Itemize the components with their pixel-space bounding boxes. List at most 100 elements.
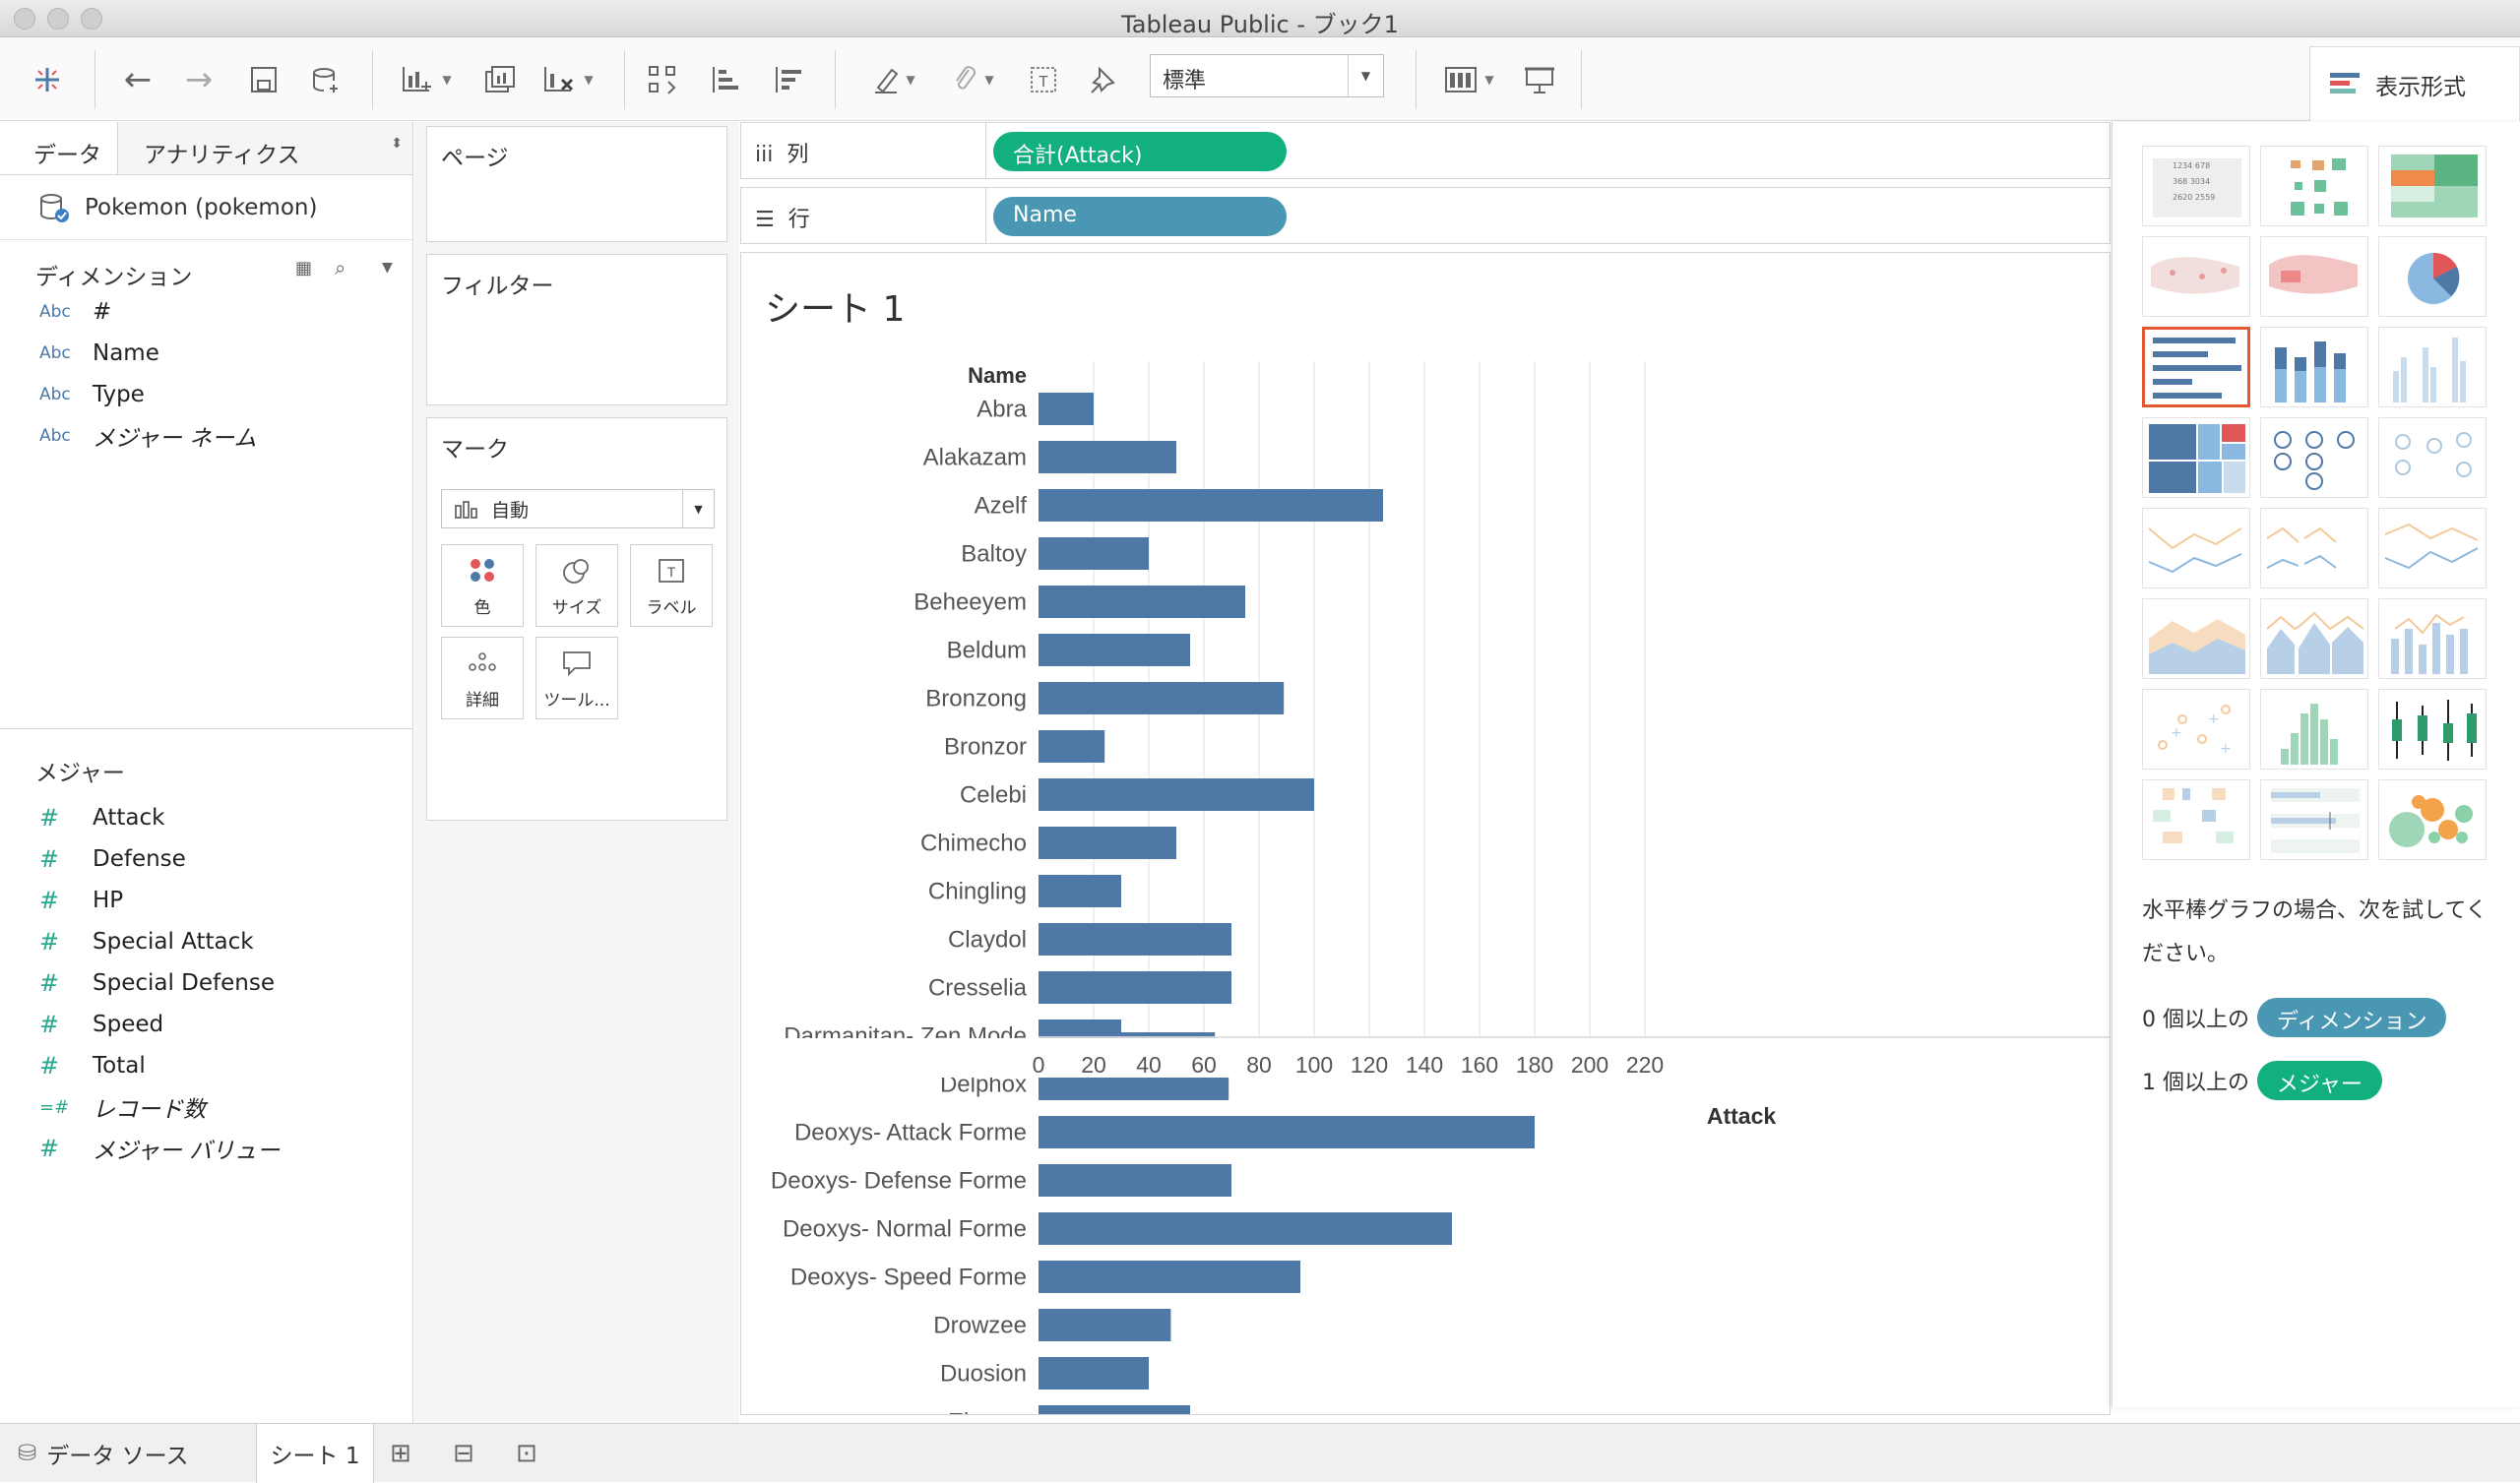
datasource-tab[interactable]: ⛁ データ ソース xyxy=(18,1424,188,1483)
bar[interactable] xyxy=(1039,923,1231,956)
new-worksheet-icon[interactable]: ▼ xyxy=(392,58,461,101)
search-icon[interactable]: ⌕ xyxy=(335,256,346,279)
show-hide-cards-icon[interactable]: ▼ xyxy=(1433,58,1504,101)
scatter-plot-icon[interactable]: + + + xyxy=(2142,689,2250,770)
pin-axes-icon[interactable] xyxy=(1083,58,1122,101)
field-measure[interactable]: # Attack xyxy=(0,797,413,838)
bar[interactable] xyxy=(1039,971,1231,1004)
histogram-icon[interactable] xyxy=(2260,689,2368,770)
bullet-graph-icon[interactable] xyxy=(2260,779,2368,860)
sheet-tab[interactable]: シート 1 xyxy=(256,1424,374,1483)
redo-icon[interactable]: → xyxy=(184,60,214,99)
bar[interactable] xyxy=(1039,1164,1231,1197)
field-measure[interactable]: # メジャー バリュー xyxy=(0,1128,413,1169)
rows-shelf[interactable]: ☰ 行 Name xyxy=(740,187,2110,244)
tab-data[interactable]: データ xyxy=(33,143,101,168)
bar[interactable] xyxy=(1039,875,1121,907)
side-by-side-bars-icon[interactable] xyxy=(2378,327,2487,407)
bar[interactable] xyxy=(1039,1405,1190,1415)
detail-button[interactable]: 詳細 xyxy=(441,637,524,719)
sort-descending-icon[interactable] xyxy=(768,58,811,101)
chevron-down-icon[interactable]: ▼ xyxy=(382,260,393,276)
side-by-side-circles-icon[interactable] xyxy=(2378,417,2487,498)
field-measure[interactable]: # Defense xyxy=(0,838,413,880)
bar[interactable] xyxy=(1039,1261,1300,1293)
pages-card[interactable]: ページ xyxy=(426,126,727,242)
undo-icon[interactable]: ← xyxy=(123,60,153,99)
bar[interactable] xyxy=(1039,1116,1535,1148)
bar[interactable] xyxy=(1039,682,1285,714)
circle-views-icon[interactable] xyxy=(2260,417,2368,498)
attack-measure-pill[interactable]: 合計(Attack) xyxy=(993,132,1287,171)
horizontal-bars-icon[interactable] xyxy=(2142,327,2250,407)
minimize-window-button[interactable] xyxy=(47,8,69,30)
name-dimension-pill[interactable]: Name xyxy=(993,197,1287,236)
sort-ascending-icon[interactable] xyxy=(705,58,748,101)
bar[interactable] xyxy=(1039,730,1105,763)
sheet-title[interactable]: シート 1 xyxy=(765,289,906,330)
bar[interactable] xyxy=(1039,634,1190,666)
swap-rows-columns-icon[interactable] xyxy=(642,58,685,101)
continuous-lines-icon[interactable] xyxy=(2142,508,2250,588)
filters-card[interactable]: フィルター xyxy=(426,254,727,405)
area-discrete-icon[interactable] xyxy=(2260,598,2368,679)
bar[interactable] xyxy=(1039,778,1314,811)
bar[interactable] xyxy=(1039,827,1176,859)
field-dimension[interactable]: Abc Name xyxy=(0,333,412,374)
fit-select[interactable]: 標準 ▼ xyxy=(1150,54,1384,97)
text-table-icon[interactable]: 1234 678 368 3034 2620 2559 xyxy=(2142,146,2250,226)
bar[interactable] xyxy=(1039,1357,1149,1390)
field-dimension[interactable]: Abc Type xyxy=(0,374,412,415)
field-measure[interactable]: # Special Attack xyxy=(0,921,413,962)
treemap-icon[interactable] xyxy=(2142,417,2250,498)
show-me-button[interactable]: 表示形式 xyxy=(2309,46,2520,121)
field-measure[interactable]: =# レコード数 xyxy=(0,1086,413,1128)
highlight-icon[interactable]: ▼ xyxy=(862,58,925,101)
new-dashboard-tab-icon[interactable]: ⊟ xyxy=(453,1439,474,1468)
new-datasource-icon[interactable] xyxy=(305,58,345,101)
tooltip-button[interactable]: ツール... xyxy=(536,637,618,719)
pie-chart-icon[interactable] xyxy=(2378,236,2487,317)
tableau-logo-icon[interactable] xyxy=(28,58,67,101)
dual-lines-icon[interactable] xyxy=(2378,508,2487,588)
new-worksheet-tab-icon[interactable]: ⊞ xyxy=(390,1439,411,1468)
bar[interactable] xyxy=(1039,1309,1171,1341)
box-plot-icon[interactable] xyxy=(2378,689,2487,770)
gantt-chart-icon[interactable] xyxy=(2142,779,2250,860)
view-data-icon[interactable]: ▦ xyxy=(295,258,313,278)
presentation-mode-icon[interactable] xyxy=(1518,58,1561,101)
tab-analytics[interactable]: アナリティクス ⬍ xyxy=(117,122,412,174)
area-continuous-icon[interactable] xyxy=(2142,598,2250,679)
bar[interactable] xyxy=(1039,441,1176,473)
packed-bubbles-icon[interactable] xyxy=(2378,779,2487,860)
color-button[interactable]: 色 xyxy=(441,544,524,627)
label-button[interactable]: T ラベル xyxy=(630,544,713,627)
filled-map-icon[interactable] xyxy=(2260,236,2368,317)
field-dimension[interactable]: Abc メジャー ネーム xyxy=(0,415,412,457)
duplicate-sheet-icon[interactable] xyxy=(478,58,522,101)
save-icon[interactable] xyxy=(244,58,284,101)
highlight-table-icon[interactable] xyxy=(2378,146,2487,226)
discrete-lines-icon[interactable] xyxy=(2260,508,2368,588)
size-button[interactable]: サイズ xyxy=(536,544,618,627)
bar[interactable] xyxy=(1039,537,1149,570)
heat-map-icon[interactable] xyxy=(2260,146,2368,226)
new-story-tab-icon[interactable]: ⊡ xyxy=(516,1439,537,1468)
bar[interactable] xyxy=(1039,393,1094,425)
mark-type-select[interactable]: 自動 ▼ xyxy=(441,489,715,528)
group-members-icon[interactable]: ▼ xyxy=(941,58,1004,101)
close-window-button[interactable] xyxy=(14,8,35,30)
field-measure[interactable]: # Special Defense xyxy=(0,962,413,1004)
stacked-bars-icon[interactable] xyxy=(2260,327,2368,407)
bar[interactable] xyxy=(1039,586,1245,618)
symbol-map-icon[interactable] xyxy=(2142,236,2250,317)
field-dimension[interactable]: Abc # xyxy=(0,291,412,333)
zoom-window-button[interactable] xyxy=(81,8,102,30)
dual-combination-icon[interactable] xyxy=(2378,598,2487,679)
bar[interactable] xyxy=(1039,1212,1452,1245)
field-measure[interactable]: # Total xyxy=(0,1045,413,1086)
clear-sheet-icon[interactable]: ▼ xyxy=(534,58,602,101)
columns-shelf[interactable]: iii 列 合計(Attack) xyxy=(740,122,2110,179)
datasource-item[interactable]: Pokemon (pokemon) xyxy=(0,175,412,240)
bar[interactable] xyxy=(1039,489,1383,522)
